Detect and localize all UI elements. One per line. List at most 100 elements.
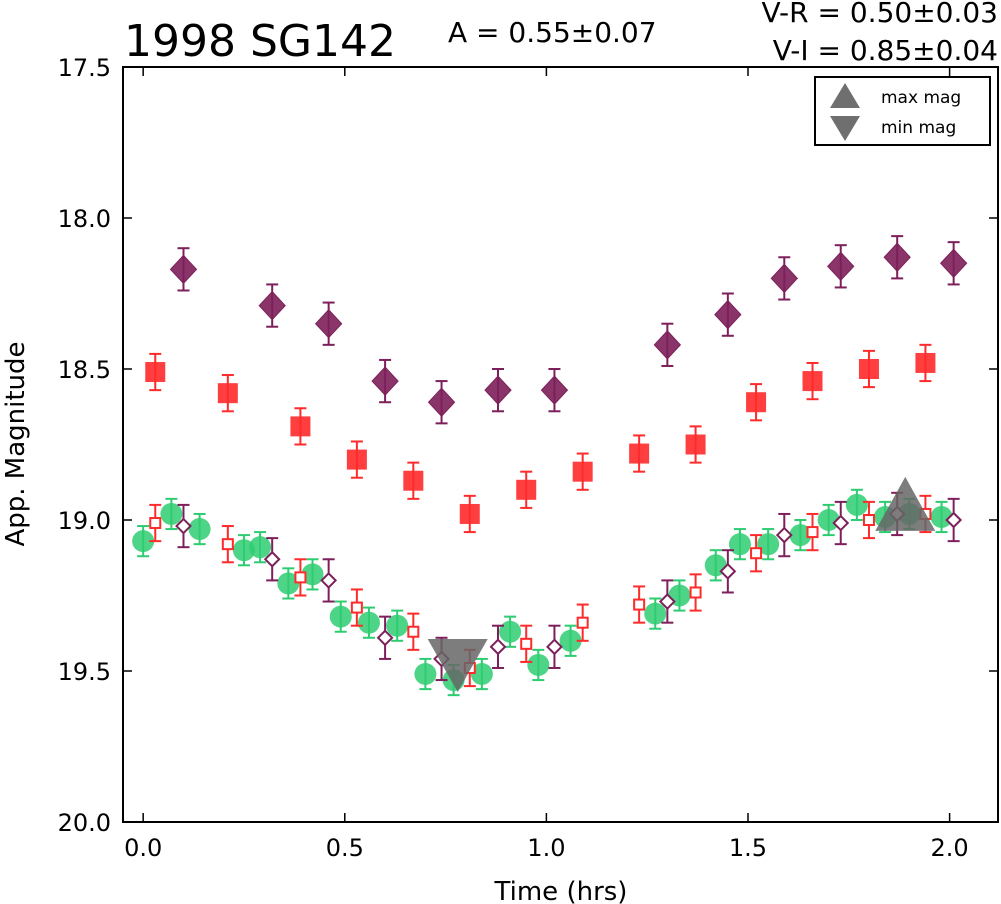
- data-point: [290, 416, 311, 437]
- data-point: [386, 614, 409, 637]
- data-point: [427, 387, 456, 417]
- x-axis-title: Time (hrs): [494, 877, 628, 904]
- data-point: [301, 563, 324, 586]
- data-point: [546, 638, 563, 656]
- data-point: [175, 517, 192, 535]
- y-tick-label: 19.0: [58, 507, 111, 535]
- data-point: [832, 514, 850, 532]
- data-point: [414, 663, 437, 686]
- data-point: [489, 638, 507, 656]
- series-diamond-filled: [169, 235, 968, 425]
- data-point: [407, 625, 420, 638]
- legend-label: max mag: [881, 88, 961, 108]
- data-point: [658, 593, 676, 610]
- max-mag-legend-icon: [830, 83, 860, 108]
- data-point: [249, 536, 272, 559]
- data-point: [470, 663, 493, 686]
- x-tick-label: 1.5: [729, 834, 767, 862]
- y-tick-label: 20.0: [58, 809, 111, 837]
- y-tick-label: 19.5: [58, 658, 111, 686]
- y-axis-title: App. Magnitude: [1, 341, 31, 546]
- data-point: [459, 503, 480, 524]
- data-point: [527, 653, 550, 676]
- data-point: [559, 629, 582, 652]
- data-point: [775, 526, 793, 544]
- data-point: [320, 571, 338, 589]
- data-point: [728, 533, 751, 556]
- legend: max mag min mag: [814, 76, 991, 146]
- data-point: [576, 616, 589, 629]
- data-point: [719, 562, 737, 580]
- data-point: [188, 518, 211, 541]
- y-tick-label: 18.5: [58, 356, 111, 384]
- data-point: [770, 263, 798, 294]
- data-point: [883, 242, 911, 272]
- data-point: [789, 524, 812, 547]
- data-point: [827, 251, 855, 282]
- chart-title: 1998 SG142: [124, 16, 396, 67]
- data-point: [499, 620, 522, 643]
- data-point: [403, 470, 424, 491]
- x-tick-label: 2.0: [931, 834, 969, 862]
- data-point: [572, 461, 593, 482]
- data-point: [484, 375, 512, 405]
- axes: 0.0 0.5 1.0 1.5 2.0 17.5 18.0 18.5 19.0 19.5 20.0: [58, 54, 999, 862]
- data-point: [357, 611, 380, 634]
- min-mag-marker: [427, 638, 488, 692]
- data-point: [644, 602, 667, 625]
- y-tick-label: 18.0: [58, 205, 111, 233]
- data-point: [540, 375, 569, 405]
- min-mag-legend-icon: [830, 116, 860, 141]
- data-point: [149, 517, 162, 530]
- data-point: [714, 299, 742, 330]
- data-point: [346, 449, 367, 470]
- data-point: [629, 443, 650, 464]
- data-point: [145, 362, 166, 383]
- data-point: [930, 505, 953, 528]
- data-point: [862, 514, 875, 526]
- data-point: [845, 493, 868, 516]
- series-square-filled: [145, 343, 936, 534]
- data-point: [376, 629, 394, 647]
- data-point: [633, 598, 646, 611]
- data-point: [750, 547, 763, 560]
- data-point: [516, 479, 537, 500]
- data-point: [329, 605, 352, 628]
- y-tick-label: 17.5: [58, 54, 111, 82]
- data-point: [858, 359, 879, 379]
- x-tick-label: 0.5: [326, 834, 364, 862]
- data-point: [350, 601, 363, 614]
- data-point: [915, 352, 936, 373]
- data-point: [757, 533, 780, 556]
- data-point: [169, 254, 198, 285]
- data-point: [294, 571, 307, 584]
- data-point: [277, 572, 300, 595]
- max-mag-marker: [875, 476, 936, 531]
- data-point: [263, 550, 281, 568]
- data-point: [217, 383, 238, 404]
- data-point: [314, 308, 343, 339]
- legend-label: min mag: [881, 118, 956, 138]
- data-point: [258, 290, 286, 321]
- x-tick-label: 1.0: [527, 834, 565, 862]
- plot-frame: [122, 66, 999, 823]
- data-point: [746, 392, 767, 413]
- data-point: [689, 586, 702, 599]
- amplitude-label: A = 0.55±0.07: [448, 16, 657, 49]
- data-point: [945, 511, 963, 529]
- data-point: [160, 502, 183, 525]
- data-point: [653, 330, 682, 360]
- x-tick-label: 0.0: [124, 834, 162, 862]
- data-point: [221, 538, 234, 551]
- data-point: [806, 526, 819, 539]
- plot-area: [132, 235, 968, 697]
- color-index-vr: V-R = 0.50±0.03: [762, 0, 998, 29]
- data-point: [132, 530, 155, 553]
- data-point: [371, 366, 399, 396]
- data-point: [939, 248, 968, 279]
- data-point: [685, 434, 706, 455]
- data-point: [802, 371, 823, 392]
- color-index-vi: V-I = 0.85±0.04: [773, 34, 998, 67]
